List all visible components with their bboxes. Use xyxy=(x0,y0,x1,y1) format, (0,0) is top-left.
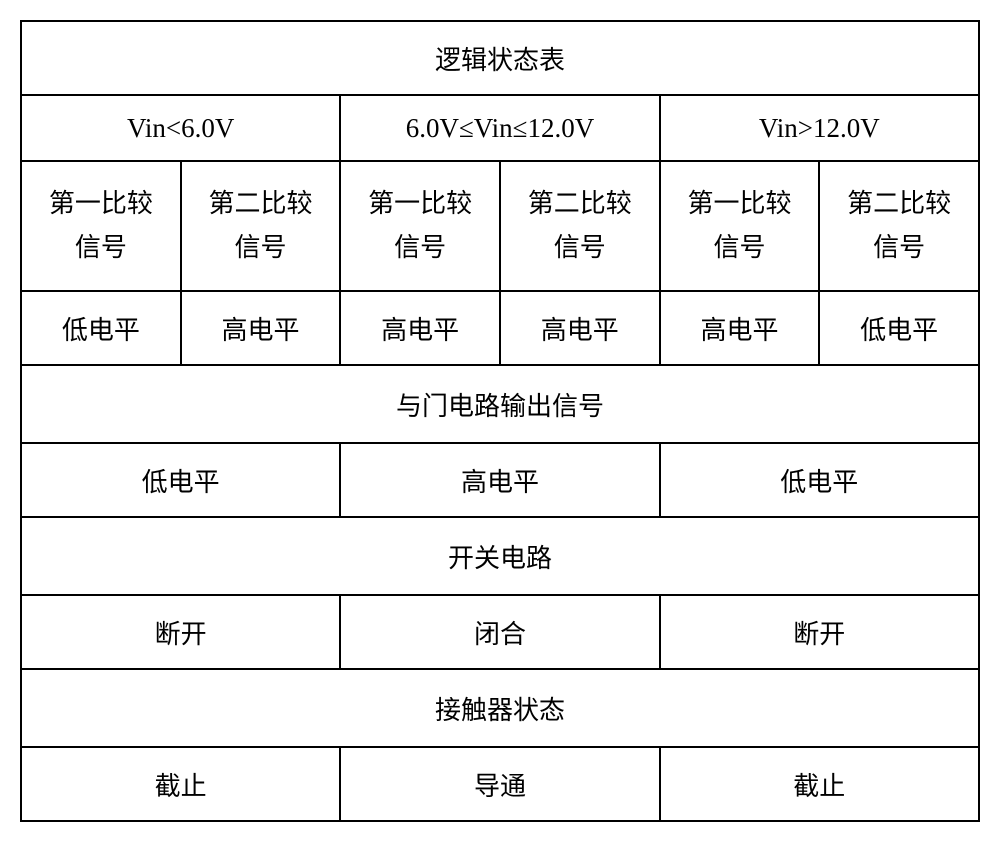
signal-label-r1-second: 第二比较信号 xyxy=(181,161,341,291)
label-line1: 第一比较 xyxy=(368,189,472,218)
contactor-state-r1: 截止 xyxy=(21,747,340,821)
switch-state-r2: 闭合 xyxy=(340,595,659,669)
signal-label-r3-first: 第一比较信号 xyxy=(660,161,820,291)
signal-label-r3-second: 第二比较信号 xyxy=(819,161,979,291)
label-line1: 第二比较 xyxy=(208,189,312,218)
and-gate-out-r1: 低电平 xyxy=(21,443,340,517)
signal-label-r1-first: 第一比较信号 xyxy=(21,161,181,291)
section-contactor: 接触器状态 xyxy=(21,669,979,747)
label-line2: 信号 xyxy=(554,233,606,262)
label-line2: 信号 xyxy=(75,233,127,262)
label-line1: 第一比较 xyxy=(49,189,153,218)
section-and-gate: 与门电路输出信号 xyxy=(21,365,979,443)
and-gate-out-r3: 低电平 xyxy=(660,443,979,517)
signal-label-r2-second: 第二比较信号 xyxy=(500,161,660,291)
label-line1: 第二比较 xyxy=(528,189,632,218)
voltage-range-1: Vin<6.0V xyxy=(21,95,340,161)
label-line2: 信号 xyxy=(873,233,925,262)
table-title: 逻辑状态表 xyxy=(21,21,979,95)
level-r3-second: 低电平 xyxy=(819,291,979,365)
label-line1: 第一比较 xyxy=(687,189,791,218)
level-r1-second: 高电平 xyxy=(181,291,341,365)
label-line2: 信号 xyxy=(713,233,765,262)
level-r1-first: 低电平 xyxy=(21,291,181,365)
voltage-range-3: Vin>12.0V xyxy=(660,95,979,161)
section-switch: 开关电路 xyxy=(21,517,979,595)
level-r2-second: 高电平 xyxy=(500,291,660,365)
label-line2: 信号 xyxy=(394,233,446,262)
and-gate-out-r2: 高电平 xyxy=(340,443,659,517)
switch-state-r3: 断开 xyxy=(660,595,979,669)
signal-label-r2-first: 第一比较信号 xyxy=(340,161,500,291)
level-r3-first: 高电平 xyxy=(660,291,820,365)
label-line1: 第二比较 xyxy=(847,189,951,218)
label-line2: 信号 xyxy=(234,233,286,262)
voltage-range-2: 6.0V≤Vin≤12.0V xyxy=(340,95,659,161)
contactor-state-r2: 导通 xyxy=(340,747,659,821)
contactor-state-r3: 截止 xyxy=(660,747,979,821)
logic-state-table-container: 逻辑状态表 Vin<6.0V 6.0V≤Vin≤12.0V Vin>12.0V … xyxy=(20,20,980,822)
level-r2-first: 高电平 xyxy=(340,291,500,365)
switch-state-r1: 断开 xyxy=(21,595,340,669)
logic-state-table: 逻辑状态表 Vin<6.0V 6.0V≤Vin≤12.0V Vin>12.0V … xyxy=(20,20,980,822)
